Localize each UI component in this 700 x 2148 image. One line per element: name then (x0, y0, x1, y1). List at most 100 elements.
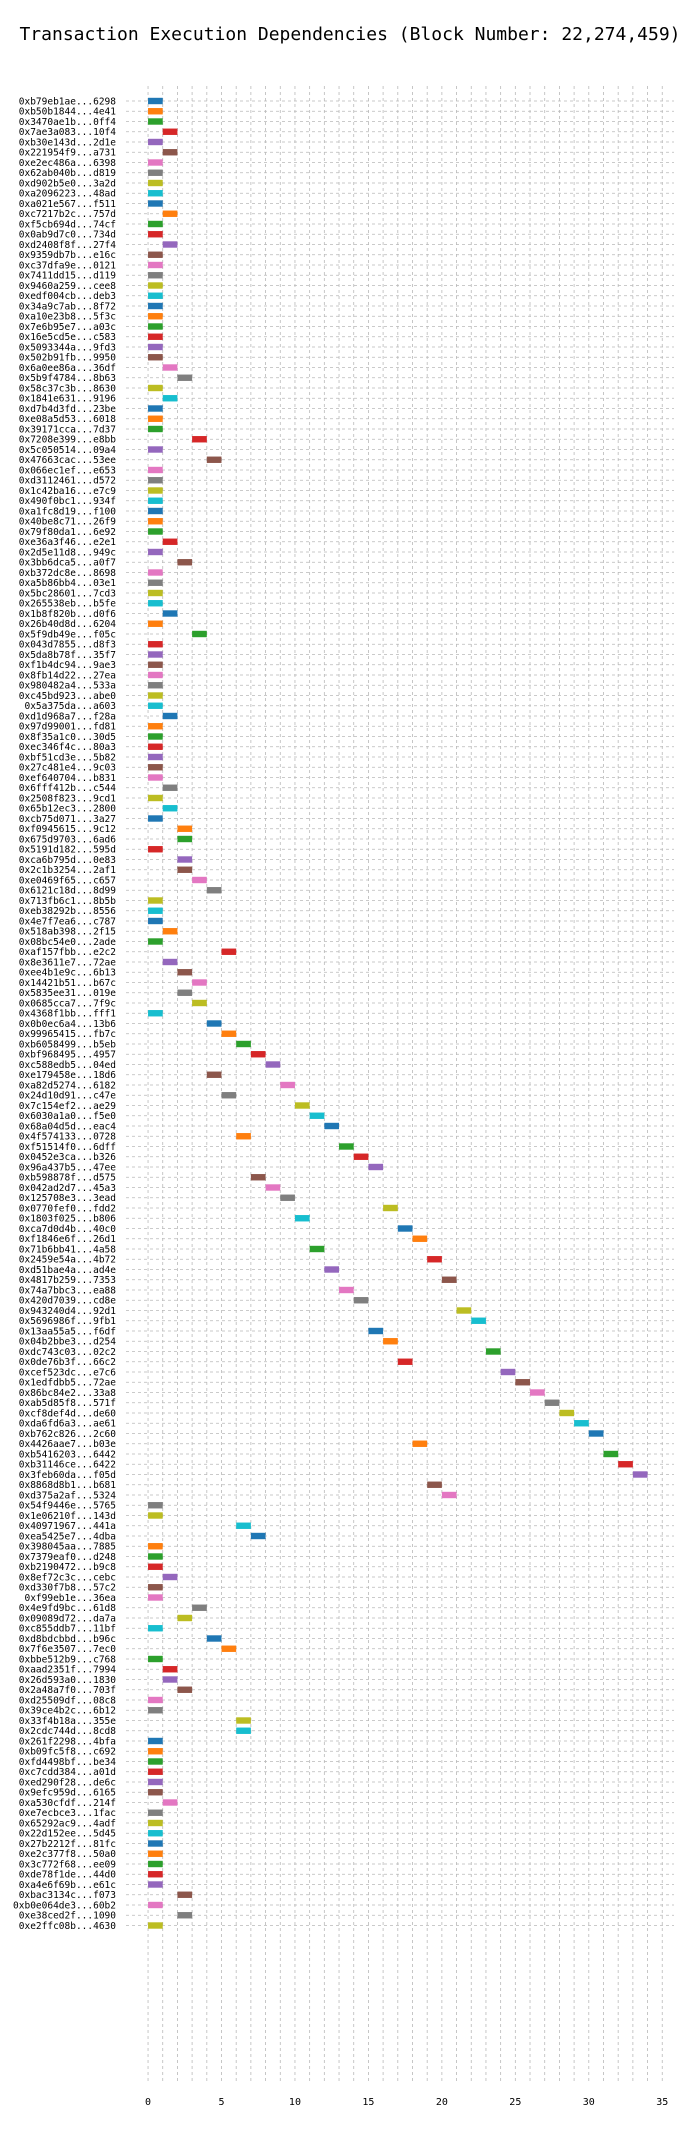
dependency-bar (397, 1358, 413, 1365)
y-tick-label: 0x398045aa...7885 (19, 1542, 116, 1553)
y-tick-label: 0x4e7f7ea6...c787 (19, 916, 116, 927)
y-tick-label: 0xaad2351f...7994 (19, 1665, 117, 1676)
dependency-bar (148, 190, 163, 197)
dependency-bar (148, 1563, 163, 1570)
y-tick-label: 0x7379eaf0...d248 (19, 1552, 117, 1563)
bars-layer (148, 97, 648, 1929)
y-tick-label: 0x221954f9...a731 (19, 148, 117, 159)
y-tick-label: 0x99965415...fb7c (19, 1029, 116, 1040)
dependency-bar (148, 1737, 163, 1745)
dependency-bar (236, 1717, 251, 1724)
dependency-bar (148, 528, 163, 535)
y-tick-label: 0x518ab398...2f15 (19, 927, 116, 938)
y-tick-label: 0xc45bd923...abe0 (19, 691, 117, 702)
dependency-bar (221, 948, 237, 955)
y-tick-label: 0x5a375da...a603 (24, 701, 116, 712)
y-tick-label: 0xec346f4c...80a3 (19, 742, 116, 753)
y-tick-label: 0x62ab040b...d819 (19, 168, 117, 179)
dependency-bar (148, 323, 163, 330)
y-tick-label: 0x8868d8b1...b681 (19, 1480, 117, 1491)
y-tick-label: 0x042ad2d7...45a3 (19, 1183, 116, 1194)
dependency-bar (250, 1174, 266, 1181)
dependency-bar (162, 610, 178, 617)
y-tick-label: 0x4426aae7...b03e (19, 1439, 117, 1450)
dependency-bar (294, 1215, 310, 1222)
y-tick-label: 0x6a0ee86a...36df (19, 363, 116, 374)
dependency-bar (148, 1696, 163, 1704)
y-tick-label: 0xcf8def4d...de60 (19, 1408, 117, 1419)
dependency-bar (206, 1020, 222, 1027)
y-tick-label: 0xb50b1844...4e41 (19, 107, 117, 118)
y-tick-label: 0xc7cdd384...a01d (19, 1767, 116, 1778)
dependency-bar (148, 497, 163, 504)
y-tick-label: 0xb2190472...b9c8 (19, 1562, 117, 1573)
dependency-bar (148, 753, 163, 761)
y-tick-label: 0x0de76b3f...66c2 (19, 1357, 116, 1368)
dependency-bar (148, 815, 163, 822)
y-tick-label: 0x420d7039...cd8e (19, 1296, 117, 1307)
dependency-bar (148, 179, 163, 187)
dependency-bar (148, 1502, 163, 1509)
y-tick-label: 0x9efc959d...6165 (19, 1788, 116, 1799)
dependency-bar (148, 682, 163, 689)
y-tick-label: 0xeb38292b...8556 (19, 906, 117, 917)
y-tick-label: 0xa82d5274...6182 (19, 1080, 116, 1091)
y-tick-label: 0xb598878f...d575 (19, 1173, 116, 1184)
dependency-bar (368, 1163, 384, 1171)
y-tick-label: 0xedf004cb...deb3 (19, 291, 116, 302)
dependency-bar (588, 1430, 604, 1437)
dependency-bar (148, 466, 163, 474)
y-tick-label: 0xbac3134c...f073 (19, 1890, 116, 1901)
dependency-bar (280, 1194, 295, 1201)
dependency-bar (148, 231, 163, 238)
y-tick-label: 0x1e06210f...143d (19, 1511, 116, 1522)
dependency-bar (148, 1840, 163, 1847)
dependency-bar (148, 1543, 163, 1550)
y-tick-label: 0xef640704...b831 (19, 773, 117, 784)
y-tick-label: 0x3c772f68...ee09 (19, 1859, 117, 1870)
y-tick-label: 0x1803f025...b806 (19, 1214, 117, 1225)
dependency-bar (148, 313, 163, 320)
y-tick-label: 0xe2ec486a...6398 (19, 158, 117, 169)
y-tick-label: 0x09089d72...da7a (19, 1613, 116, 1624)
y-tick-label: 0x5bc28601...7cd3 (19, 588, 116, 599)
dependency-bar (148, 446, 163, 453)
dependency-bar (148, 1830, 163, 1837)
y-tick-label: 0xbf51cd3e...5b82 (19, 752, 116, 763)
y-tick-label: 0x5191d182...595d (19, 845, 116, 856)
y-tick-label: 0x65b12ec3...2800 (19, 804, 117, 815)
y-tick-label: 0xf5cb694d...74cf (19, 219, 116, 230)
dependency-bar (148, 620, 163, 627)
dependency-bar (148, 692, 163, 699)
dependency-bar (412, 1235, 428, 1242)
y-tick-label: 0x6030a1a0...f5e0 (19, 1111, 117, 1122)
y-tick-label: 0x2d5e11d8...949c (19, 547, 116, 558)
dependency-bar (192, 876, 207, 884)
dependency-bar (250, 1532, 266, 1540)
y-tick-label: 0x502b91fb...9950 (19, 353, 117, 364)
y-tick-label: 0x34a9c7ab...8f72 (19, 301, 116, 312)
dependency-bar (148, 1594, 163, 1601)
dependency-bar (148, 1748, 163, 1755)
dependency-bar (574, 1420, 589, 1427)
dependency-bar (162, 928, 178, 935)
y-tick-label: 0xda6fd6a3...ae61 (19, 1419, 117, 1430)
y-tick-label: 0x8e3611e7...72ae (19, 957, 117, 968)
dependency-bar (148, 661, 163, 668)
dependency-bar (148, 1860, 163, 1868)
dependency-bar (148, 1655, 163, 1663)
dependency-bar (148, 1584, 163, 1591)
dependency-bar (148, 723, 163, 730)
y-tick-label: 0xe38ced2f...1090 (19, 1911, 117, 1922)
dependency-bar (148, 1789, 163, 1796)
dependency-bar (148, 1512, 163, 1519)
dependency-bar (162, 1799, 178, 1806)
dependency-bar (353, 1153, 369, 1160)
dependency-bar (485, 1348, 501, 1355)
dependency-bar (177, 1891, 193, 1898)
y-tick-label: 0xf1b4dc94...9ae3 (19, 660, 116, 671)
dependency-bar (162, 1676, 178, 1683)
x-tick-label: 0 (145, 2097, 151, 2108)
y-tick-label: 0x24d10d91...c47e (19, 1091, 117, 1102)
